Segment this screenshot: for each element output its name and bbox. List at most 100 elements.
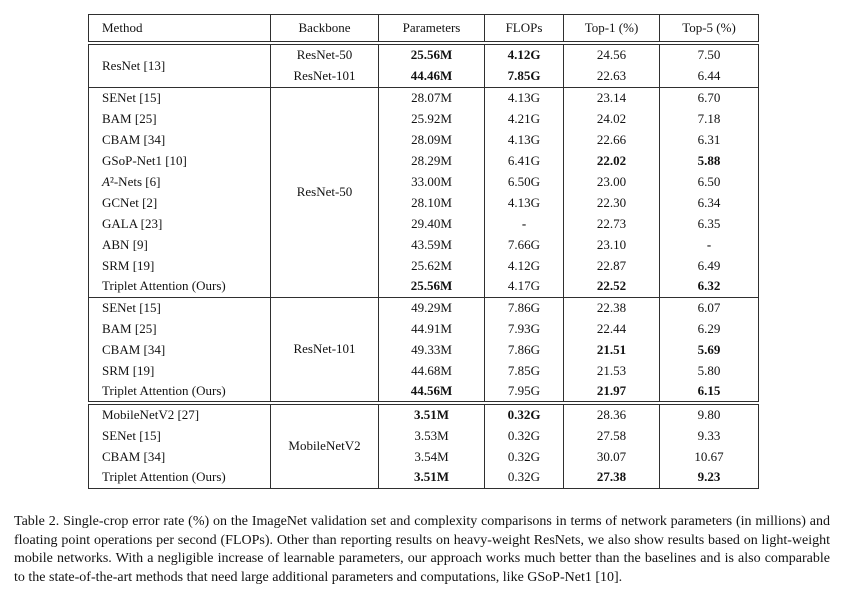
top1-cell: 21.97: [563, 381, 660, 403]
table-row: ResNet-101 44.46M 7.85G 22.63 6.44: [89, 65, 759, 87]
flops-cell: 4.21G: [484, 108, 564, 129]
table-row: GALA [23] 29.40M - 22.73 6.35: [88, 213, 759, 234]
results-table: Method Backbone Parameters FLOPs Top-1 (…: [88, 14, 759, 489]
method-cell: ResNet [13]: [88, 43, 271, 87]
backbone-cell: ResNet-50: [270, 87, 379, 297]
top5-cell: 9.80: [659, 403, 759, 425]
parameters-cell: 49.33M: [378, 339, 485, 360]
table-row: BAM [25] 25.92M 4.21G 24.02 7.18: [88, 108, 759, 129]
column-header-parameters: Parameters: [378, 14, 485, 43]
top1-cell: 24.56: [563, 43, 660, 65]
table-row: ABN [9] 43.59M 7.66G 23.10 -: [88, 234, 759, 255]
top1-cell: 27.38: [563, 467, 660, 488]
top1-cell: 21.51: [563, 339, 660, 360]
group-resnet50: SENet [15] ResNet-50 28.07M 4.13G 23.14 …: [88, 87, 759, 297]
table-row: GSoP-Net1 [10] 28.29M 6.41G 22.02 5.88: [88, 150, 759, 171]
column-header-backbone: Backbone: [270, 14, 379, 43]
table-row: BAM [25] 44.91M 7.93G 22.44 6.29: [88, 318, 759, 339]
table-row: CBAM [34] 3.54M 0.32G 30.07 10.67: [88, 446, 759, 467]
top5-cell: 9.33: [659, 425, 759, 446]
parameters-cell: 44.68M: [378, 360, 485, 381]
method-cell: Triplet Attention (Ours): [88, 381, 271, 403]
flops-cell: 4.13G: [484, 87, 564, 108]
parameters-cell: 29.40M: [378, 213, 485, 234]
top1-cell: 30.07: [563, 446, 660, 467]
flops-cell: 7.85G: [484, 360, 564, 381]
parameters-cell: 3.51M: [378, 403, 485, 425]
parameters-cell: 28.09M: [378, 129, 485, 150]
method-cell: ABN [9]: [88, 234, 271, 255]
top1-cell: 22.38: [563, 297, 660, 318]
method-cell: Triplet Attention (Ours): [88, 276, 271, 297]
top1-cell: 24.02: [563, 108, 660, 129]
top1-cell: 22.73: [563, 213, 660, 234]
backbone-cell: ResNet-50: [270, 43, 379, 65]
flops-cell: 7.85G: [484, 65, 564, 87]
top5-cell: 6.32: [659, 276, 759, 297]
method-cell: MobileNetV2 [27]: [88, 403, 271, 425]
flops-cell: 4.13G: [484, 129, 564, 150]
method-cell: SENet [15]: [88, 87, 271, 108]
parameters-cell: 44.46M: [378, 65, 485, 87]
top5-cell: 10.67: [659, 446, 759, 467]
method-cell: A²-Nets [6]: [88, 171, 271, 192]
top1-cell: 22.30: [563, 192, 660, 213]
group-mobilenetv2: MobileNetV2 [27] MobileNetV2 3.51M 0.32G…: [88, 403, 759, 488]
top5-cell: 5.69: [659, 339, 759, 360]
table-row: SRM [19] 25.62M 4.12G 22.87 6.49: [88, 255, 759, 276]
method-cell: CBAM [34]: [88, 129, 271, 150]
parameters-cell: 25.62M: [378, 255, 485, 276]
method-cell: GCNet [2]: [88, 192, 271, 213]
parameters-cell: 28.10M: [378, 192, 485, 213]
backbone-cell: ResNet-101: [270, 297, 379, 403]
top1-cell: 23.10: [563, 234, 660, 255]
backbone-cell: MobileNetV2: [270, 403, 379, 488]
table-row: SENet [15] ResNet-101 49.29M 7.86G 22.38…: [88, 297, 759, 403]
method-cell: CBAM [34]: [88, 446, 271, 467]
parameters-cell: 25.56M: [378, 43, 485, 65]
top1-cell: 22.02: [563, 150, 660, 171]
top1-cell: 22.87: [563, 255, 660, 276]
method-cell: SENet [15]: [88, 425, 271, 446]
parameters-cell: 3.54M: [378, 446, 485, 467]
flops-cell: 7.93G: [484, 318, 564, 339]
parameters-cell: 44.91M: [378, 318, 485, 339]
top5-cell: 6.44: [659, 65, 759, 87]
results-table-container: Method Backbone Parameters FLOPs Top-1 (…: [88, 14, 759, 489]
top1-cell: 23.00: [563, 171, 660, 192]
parameters-cell: 49.29M: [378, 297, 485, 318]
table-row: CBAM [34] 49.33M 7.86G 21.51 5.69: [88, 339, 759, 360]
table-header: Method Backbone Parameters FLOPs Top-1 (…: [88, 14, 759, 43]
top1-cell: 21.53: [563, 360, 660, 381]
flops-cell: 0.32G: [484, 467, 564, 488]
table-row: Triplet Attention (Ours) 3.51M 0.32G 27.…: [88, 467, 759, 488]
flops-cell: 4.13G: [484, 192, 564, 213]
flops-cell: 4.17G: [484, 276, 564, 297]
method-cell: CBAM [34]: [88, 339, 271, 360]
flops-cell: 7.66G: [484, 234, 564, 255]
top5-cell: -: [659, 234, 759, 255]
method-cell: SENet [15]: [88, 297, 271, 318]
top5-cell: 6.07: [659, 297, 759, 318]
top5-cell: 6.34: [659, 192, 759, 213]
flops-cell: 0.32G: [484, 425, 564, 446]
parameters-cell: 25.56M: [378, 276, 485, 297]
parameters-cell: 3.53M: [378, 425, 485, 446]
table-row: SENet [15] 3.53M 0.32G 27.58 9.33: [88, 425, 759, 446]
group-resnet-baseline: ResNet [13] ResNet-50 25.56M 4.12G 24.56…: [88, 43, 759, 87]
flops-cell: 7.95G: [484, 381, 564, 403]
table-row: SENet [15] ResNet-50 28.07M 4.13G 23.14 …: [88, 87, 759, 297]
flops-cell: 6.50G: [484, 171, 564, 192]
method-cell: Triplet Attention (Ours): [88, 467, 271, 488]
header-row: Method Backbone Parameters FLOPs Top-1 (…: [88, 14, 759, 43]
backbone-cell: ResNet-101: [270, 65, 379, 87]
column-header-top5: Top-5 (%): [659, 14, 759, 43]
parameters-cell: 28.29M: [378, 150, 485, 171]
top5-cell: 6.49: [659, 255, 759, 276]
top1-cell: 23.14: [563, 87, 660, 108]
top1-cell: 22.63: [563, 65, 660, 87]
table-row: SRM [19] 44.68M 7.85G 21.53 5.80: [88, 360, 759, 381]
top1-cell: 22.44: [563, 318, 660, 339]
top5-cell: 6.29: [659, 318, 759, 339]
table-row: A²-Nets [6] 33.00M 6.50G 23.00 6.50: [88, 171, 759, 192]
